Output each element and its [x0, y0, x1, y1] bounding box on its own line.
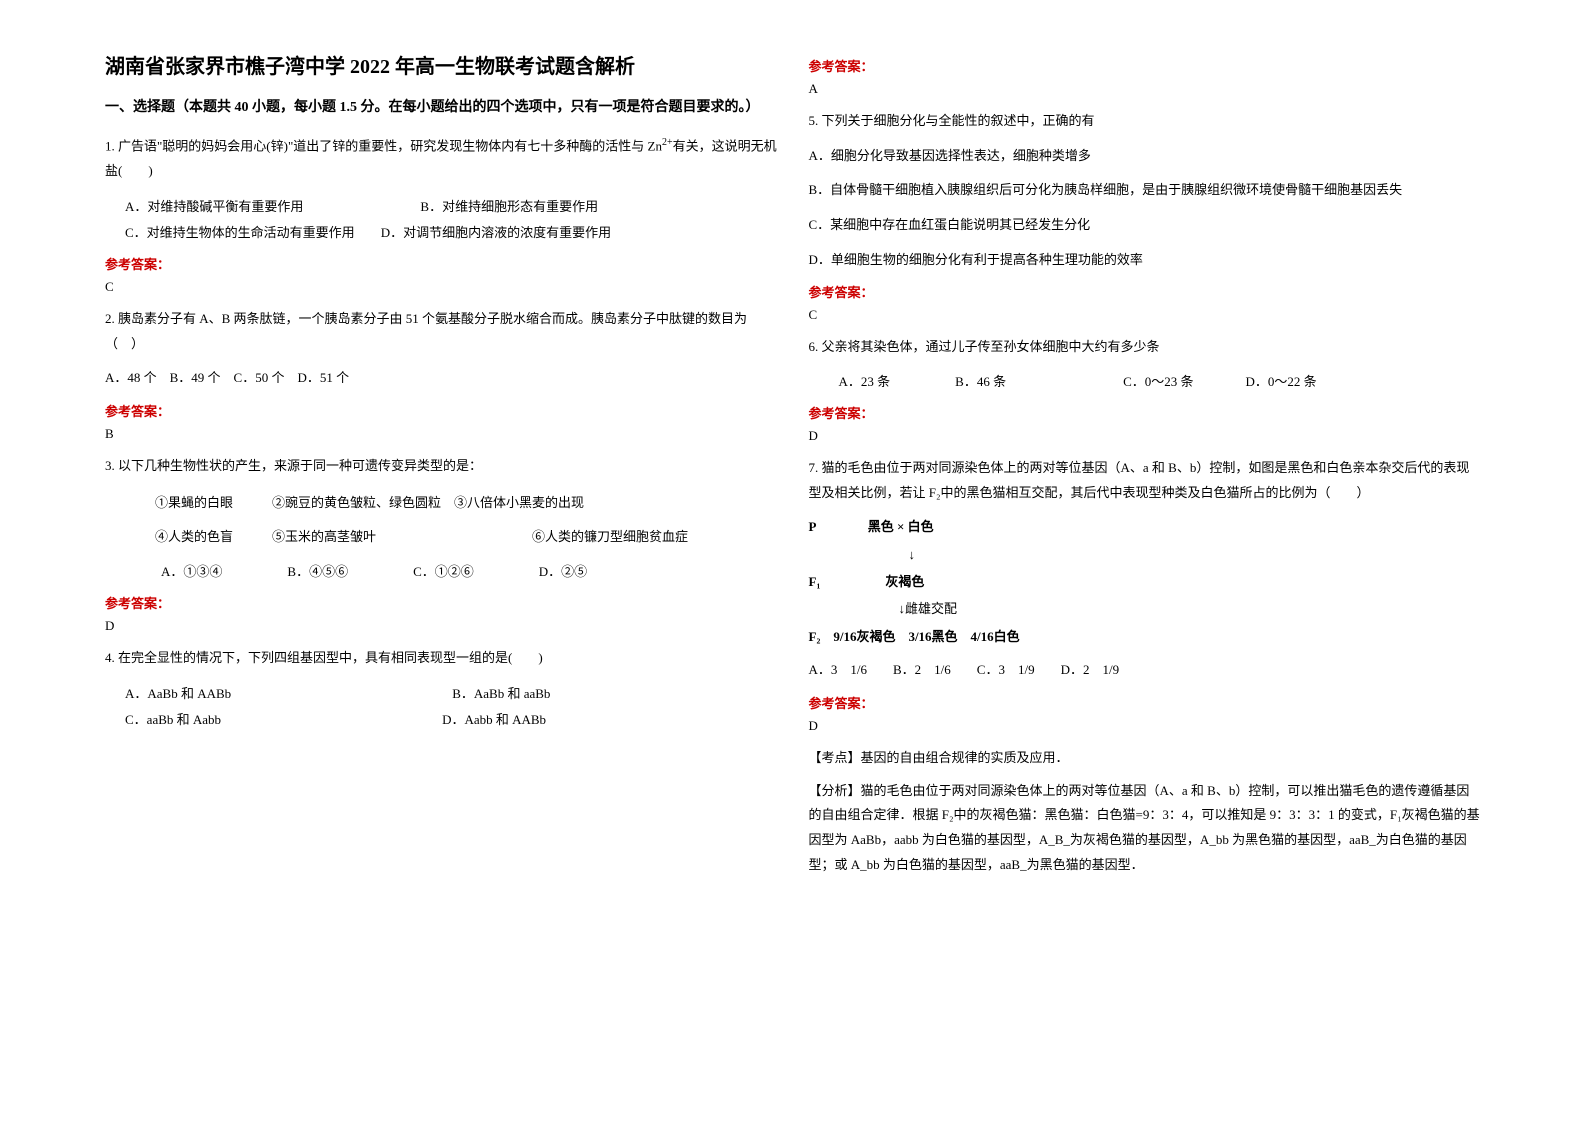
q5-answer-label: 参考答案： — [809, 282, 1483, 301]
q1-text: 1. 广告语"聪明的妈妈会用心(锌)"道出了锌的重要性，研究发现生物体内有七十多… — [105, 139, 662, 154]
q6-optC: C．0～23 条 — [1123, 374, 1193, 389]
cross-f1: F₁ 灰褐色 — [809, 570, 1483, 593]
q5-optA: A．细胞分化导致基因选择性表达，细胞种类增多 — [809, 144, 1483, 169]
q2-answer-label: 参考答案： — [105, 401, 779, 420]
q6-optD: D．0～22 条 — [1246, 374, 1317, 389]
left-column: 湖南省张家界市樵子湾中学 2022 年高一生物联考试题含解析 一、选择题（本题共… — [90, 50, 794, 1072]
q3-optC: C．①②⑥ — [413, 564, 474, 579]
cross-arrow1: ↓ — [809, 543, 1483, 566]
q1-options: A．对维持酸碱平衡有重要作用 B．对维持细胞形态有重要作用 C．对维持生物体的生… — [105, 194, 779, 246]
cross-mate: ↓雌雄交配 — [809, 597, 1483, 620]
q7-options: A．3 1/6 B．2 1/6 C．3 1/9 D．2 1/9 — [809, 658, 1483, 683]
q6-optA: A．23 条 — [839, 374, 891, 389]
question-6: 6. 父亲将其染色体，通过儿子传至孙女体细胞中大约有多少条 — [809, 335, 1483, 360]
section-header: 一、选择题（本题共 40 小题，每小题 1.5 分。在每小题给出的四个选项中，只… — [105, 97, 779, 119]
q5-optC: C．某细胞中存在血红蛋白能说明其已经发生分化 — [809, 213, 1483, 238]
analysis-point-text: 基因的自由组合规律的实质及应用． — [861, 750, 1069, 765]
q1-optB: B．对维持细胞形态有重要作用 — [420, 199, 598, 214]
question-3: 3. 以下几种生物性状的产生，来源于同一种可遗传变异类型的是： — [105, 454, 779, 479]
q3-options: A．①③④ B．④⑤⑥ C．①②⑥ D．②⑤ — [105, 560, 779, 585]
q2-options: A．48 个 B．49 个 C．50 个 D．51 个 — [105, 366, 779, 391]
q3-optB: B．④⑤⑥ — [287, 564, 348, 579]
analysis-label2: 【分析】 — [809, 783, 861, 798]
q1-answer-label: 参考答案： — [105, 254, 779, 273]
q4-answer: A — [809, 81, 1483, 97]
right-column: 参考答案： A 5. 下列关于细胞分化与全能性的叙述中，正确的有 A．细胞分化导… — [794, 50, 1498, 1072]
cross-f2: F₂ 9/16灰褐色 3/16黑色 4/16白色 — [809, 625, 1483, 648]
q4-optD: D．Aabb 和 AABb — [442, 712, 546, 727]
q5-answer: C — [809, 307, 1483, 323]
q6-answer: D — [809, 428, 1483, 444]
q1-answer: C — [105, 279, 779, 295]
q7-analysis: 【分析】猫的毛色由位于两对同源染色体上的两对等位基因（A、a 和 B、b）控制，… — [809, 779, 1483, 878]
q6-optB: B．46 条 — [955, 374, 1006, 389]
q3-answer-label: 参考答案： — [105, 593, 779, 612]
analysis-text: 猫的毛色由位于两对同源染色体上的两对等位基因（A、a 和 B、b）控制，可以推出… — [809, 783, 1480, 872]
question-2: 2. 胰岛素分子有 A、B 两条肽链，一个胰岛素分子由 51 个氨基酸分子脱水缩… — [105, 307, 779, 356]
cross-p: P 黑色 × 白色 — [809, 515, 1483, 538]
q4-options: A．AaBb 和 AABb B．AaBb 和 aaBb C．aaBb 和 Aab… — [105, 681, 779, 733]
q1-optA: A．对维持酸碱平衡有重要作用 — [125, 199, 303, 214]
q3-items1: ①果蝇的白眼 ②豌豆的黄色皱粒、绿色圆粒 ③八倍体小黑麦的出现 — [105, 489, 779, 518]
q5-optD: D．单细胞生物的细胞分化有利于提高各种生理功能的效率 — [809, 248, 1483, 273]
q2-answer: B — [105, 426, 779, 442]
question-1: 1. 广告语"聪明的妈妈会用心(锌)"道出了锌的重要性，研究发现生物体内有七十多… — [105, 133, 779, 184]
q6-answer-label: 参考答案： — [809, 403, 1483, 422]
q1-optC: C．对维持生物体的生命活动有重要作用 — [125, 225, 355, 240]
q4-optA: A．AaBb 和 AABb — [125, 686, 231, 701]
q7-analysis-point: 【考点】基因的自由组合规律的实质及应用． — [809, 746, 1483, 771]
analysis-label: 【考点】 — [809, 750, 861, 765]
q4-optB: B．AaBb 和 aaBb — [452, 686, 550, 701]
question-4: 4. 在完全显性的情况下，下列四组基因型中，具有相同表现型一组的是( ) — [105, 646, 779, 671]
question-7: 7. 猫的毛色由位于两对同源染色体上的两对等位基因（A、a 和 B、b）控制，如… — [809, 456, 1483, 505]
q3-answer: D — [105, 618, 779, 634]
question-5: 5. 下列关于细胞分化与全能性的叙述中，正确的有 — [809, 109, 1483, 134]
cross-diagram: P 黑色 × 白色 ↓ F₁ 灰褐色 ↓雌雄交配 F₂ 9/16灰褐色 3/16… — [809, 515, 1483, 648]
q5-optB: B．自体骨髓干细胞植入胰腺组织后可分化为胰岛样细胞，是由于胰腺组织微环境使骨髓干… — [809, 178, 1483, 203]
q7-answer-label: 参考答案： — [809, 693, 1483, 712]
q1-optD: D．对调节细胞内溶液的浓度有重要作用 — [381, 225, 611, 240]
q7-answer: D — [809, 718, 1483, 734]
q3-optA: A．①③④ — [161, 564, 222, 579]
q3-items2: ④人类的色盲 ⑤玉米的高茎皱叶 ⑥人类的镰刀型细胞贫血症 — [105, 525, 779, 550]
q4-answer-label: 参考答案： — [809, 56, 1483, 75]
q1-superscript: 2+ — [662, 137, 673, 148]
q3-optD: D．②⑤ — [539, 564, 587, 579]
q6-options: A．23 条 B．46 条 C．0～23 条 D．0～22 条 — [809, 370, 1483, 395]
q4-optC: C．aaBb 和 Aabb — [125, 712, 221, 727]
page-title: 湖南省张家界市樵子湾中学 2022 年高一生物联考试题含解析 — [105, 50, 779, 79]
